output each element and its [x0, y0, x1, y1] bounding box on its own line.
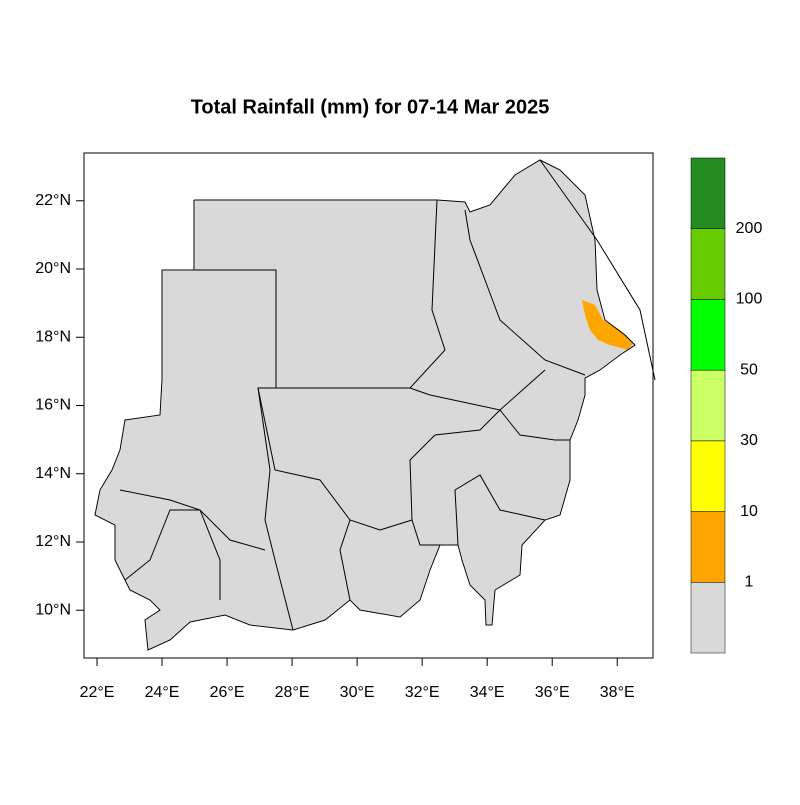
colorbar-label: 30 — [740, 432, 758, 449]
colorbar-label: 100 — [736, 291, 763, 308]
map-area — [94, 159, 656, 652]
border-line — [464, 209, 586, 376]
y-tick-label: 12°N — [35, 533, 71, 550]
map-title: Total Rainfall (mm) for 07-14 Mar 2025 — [191, 96, 550, 118]
colorbar-box — [690, 157, 726, 229]
y-tick-label: 16°N — [35, 397, 71, 414]
colorbar-box — [690, 511, 726, 583]
rain-area — [582, 300, 633, 350]
y-tick-label: 20°N — [35, 260, 71, 277]
land — [94, 159, 637, 652]
colorbar-box — [690, 369, 726, 442]
y-tick-label: 18°N — [35, 328, 71, 345]
x-tick-label: 34°E — [470, 684, 505, 701]
y-tick-label: 22°N — [35, 192, 71, 209]
colorbar-box — [690, 228, 726, 300]
colorbar-box — [690, 440, 726, 512]
colorbar-box — [690, 582, 726, 654]
border-line — [339, 519, 351, 601]
colorbar-label: 50 — [740, 361, 758, 378]
x-tick-label: 36°E — [535, 684, 570, 701]
x-tick-label: 26°E — [210, 684, 245, 701]
x-tick-label: 32°E — [405, 684, 440, 701]
colorbar-label: 10 — [740, 503, 758, 520]
x-tick-label: 22°E — [80, 684, 115, 701]
colorbar-box — [690, 299, 726, 371]
border-line — [539, 159, 656, 381]
colorbar-label: 200 — [736, 220, 763, 237]
border-line — [276, 199, 446, 389]
y-tick-label: 10°N — [35, 601, 71, 618]
border-line — [409, 369, 546, 411]
y-tick-label: 14°N — [35, 465, 71, 482]
x-tick-label: 28°E — [275, 684, 310, 701]
x-tick-label: 38°E — [600, 684, 635, 701]
border-line — [499, 409, 570, 441]
border-line — [124, 509, 221, 600]
x-tick-label: 24°E — [145, 684, 180, 701]
border-line — [94, 159, 636, 651]
colorbar-label: 1 — [745, 574, 754, 591]
x-tick-label: 30°E — [340, 684, 375, 701]
border-line — [411, 474, 546, 546]
border-line — [257, 387, 501, 531]
